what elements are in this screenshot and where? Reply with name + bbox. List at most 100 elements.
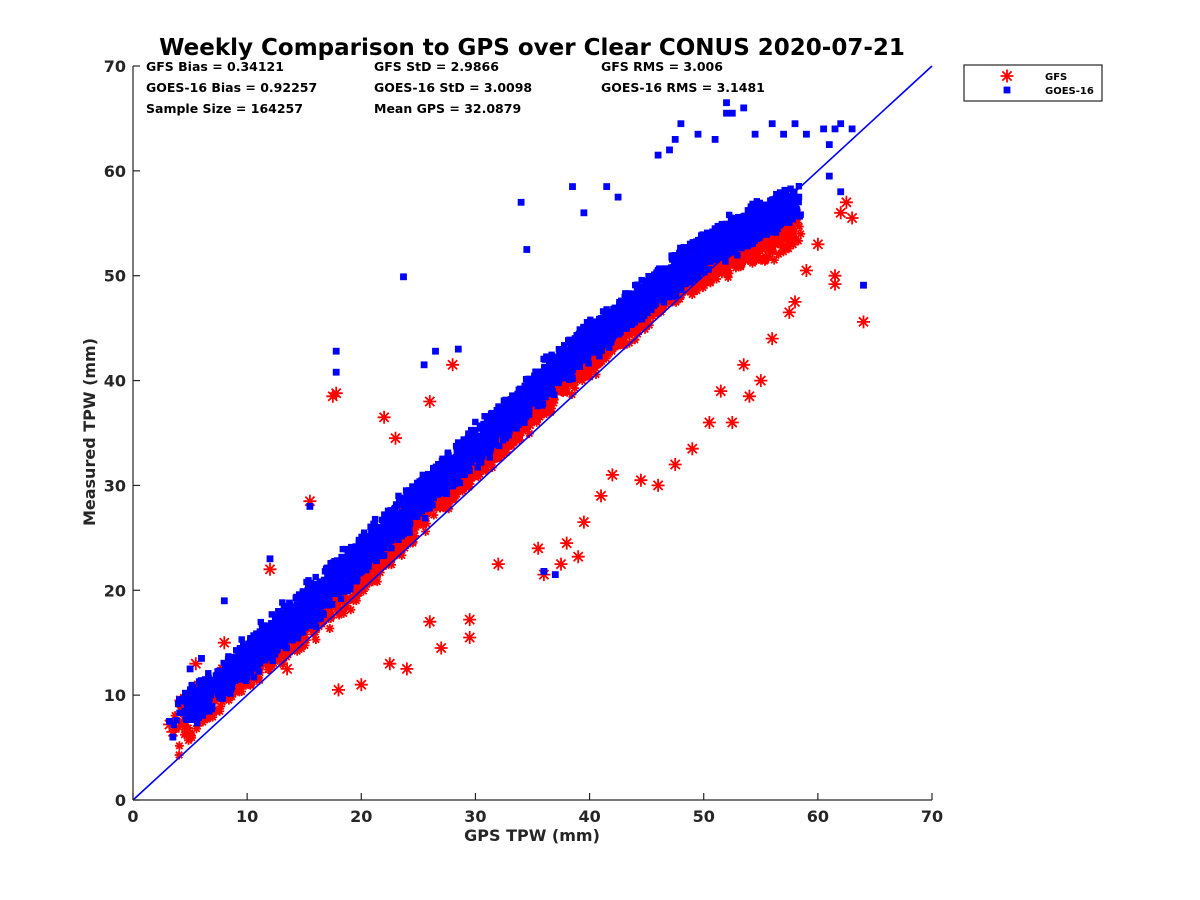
gfs-point [332, 683, 345, 697]
goes16-point [754, 202, 761, 210]
goes16-point [185, 712, 193, 720]
gfs-point [558, 378, 568, 387]
gfs-point [448, 492, 458, 502]
gfs-point [358, 586, 368, 596]
gfs-point [179, 730, 189, 740]
goes16-point [492, 433, 500, 440]
goes16-point [487, 410, 495, 418]
gfs-point [529, 404, 539, 414]
goes16-point [279, 599, 286, 606]
gfs-point [463, 631, 477, 644]
goes16-point [250, 632, 257, 639]
gfs-point [184, 735, 193, 745]
goes16-point [796, 213, 803, 220]
goes16-point [415, 509, 423, 517]
goes16-point [308, 586, 315, 594]
goes16-point [576, 363, 584, 370]
gfs-point [698, 283, 708, 293]
gfs-point [630, 323, 640, 333]
goes16-point [595, 348, 602, 356]
goes16-point [548, 382, 555, 390]
gfs-point [783, 237, 793, 247]
goes16-point [371, 515, 379, 523]
gfs-point [571, 550, 585, 564]
gfs-point [584, 367, 594, 377]
gfs-point [782, 305, 796, 319]
goes16-point [622, 290, 629, 297]
gfs-point [481, 462, 491, 472]
gfs-point [509, 431, 519, 441]
gfs-point [497, 450, 507, 459]
gfs-point [283, 650, 293, 659]
gfs-point [594, 489, 608, 503]
goes16-point [532, 368, 539, 375]
gfs-point [828, 277, 842, 291]
gfs-point [610, 340, 620, 350]
gfs-point [346, 605, 356, 615]
points-layer [163, 99, 870, 760]
gfs-point [329, 386, 343, 400]
goes16-point [326, 595, 333, 602]
goes16-point [542, 393, 549, 400]
gfs-point [296, 644, 306, 653]
gfs-point [237, 687, 247, 696]
gfs-point [789, 228, 799, 238]
gfs-point [613, 341, 623, 351]
gfs-point [538, 408, 548, 418]
gfs-point [667, 297, 677, 307]
goes16-point [395, 536, 402, 543]
gfs-point [793, 236, 803, 246]
goes16-point [312, 581, 319, 588]
gfs-point [597, 356, 607, 366]
gfs-point [754, 374, 768, 388]
gfs-point [788, 240, 798, 250]
gfs-point [210, 696, 220, 706]
goes16-point [286, 599, 293, 606]
goes16-point [296, 594, 303, 601]
gfs-point [340, 594, 350, 603]
gfs-point [170, 711, 180, 721]
goes16-point [618, 297, 625, 305]
gfs-point [529, 416, 539, 426]
goes16-point [203, 704, 210, 711]
goes16-point [397, 522, 404, 529]
gfs-point [487, 463, 497, 472]
gfs-point [387, 560, 396, 570]
gfs-point [587, 359, 597, 369]
gfs-point [759, 235, 769, 245]
gfs-point [651, 478, 665, 492]
gfs-point [410, 521, 420, 531]
goes16-point [565, 337, 572, 344]
goes16-point [569, 375, 576, 382]
gfs-point [502, 447, 511, 457]
goes16-point [496, 442, 503, 450]
gfs-point [166, 725, 180, 739]
gfs-point [274, 650, 284, 660]
gfs-point [293, 640, 303, 650]
gfs-point [533, 412, 542, 422]
goes16-point [422, 505, 429, 512]
goes16-point [583, 319, 591, 326]
goes16-point [187, 686, 194, 693]
gfs-point [712, 274, 721, 284]
gfs-point [760, 256, 770, 266]
goes16-point [753, 198, 760, 205]
gfs-point [644, 316, 654, 326]
goes16-point [339, 545, 346, 553]
goes16-point [545, 390, 553, 397]
goes16-point [205, 670, 212, 677]
gfs-point [232, 685, 242, 695]
goes16-point [280, 602, 288, 610]
goes16-point [348, 543, 355, 551]
goes16-point [493, 406, 500, 414]
goes16-point [583, 357, 590, 364]
goes16-point [474, 464, 481, 471]
gfs-point [554, 557, 568, 571]
goes16-point [505, 432, 512, 439]
goes16-point [183, 716, 190, 723]
goes16-point [772, 229, 780, 236]
gfs-point [365, 575, 375, 585]
gfs-point [566, 378, 576, 388]
goes16-point [770, 225, 777, 232]
gfs-point [573, 373, 583, 383]
